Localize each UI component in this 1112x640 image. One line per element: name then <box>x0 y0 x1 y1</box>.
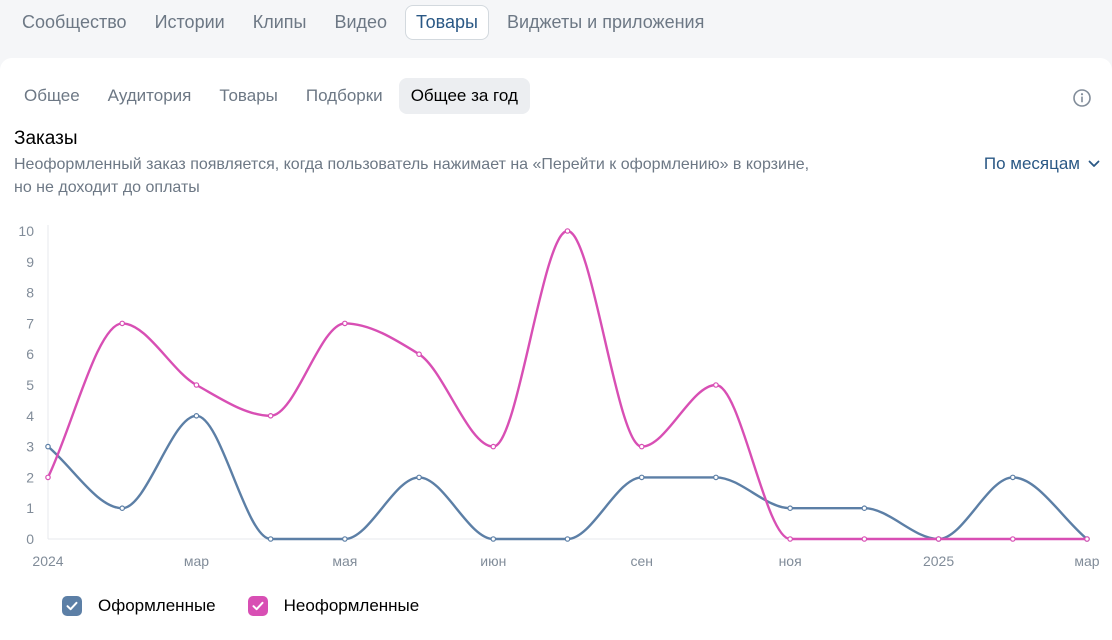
tab-goods[interactable]: Товары <box>405 4 489 40</box>
series-incomplete <box>45 228 1090 542</box>
x-tick-label: сен <box>630 553 653 569</box>
y-tick-label: 2 <box>26 469 34 485</box>
data-point[interactable] <box>713 382 719 388</box>
y-tick-label: 7 <box>26 315 34 331</box>
tab-community[interactable]: Сообщество <box>22 11 127 32</box>
data-point[interactable] <box>45 443 51 450</box>
data-point[interactable] <box>787 505 793 512</box>
tab-video[interactable]: Видео <box>334 11 388 32</box>
subtab-goods[interactable]: Товары <box>219 86 278 105</box>
subtab-collections[interactable]: Подборки <box>305 86 383 105</box>
period-label: По месяцам <box>983 154 1080 173</box>
x-tick-label: 2024 <box>32 553 63 569</box>
period-dropdown[interactable]: По месяцам <box>984 154 1100 174</box>
orders-chart: 0 1 2 3 4 5 6 7 8 9 10 2024 мар мая июн сен ноя 2025 мар <box>18 223 1100 569</box>
tab-clips[interactable]: Клипы <box>252 11 307 32</box>
data-point[interactable] <box>45 474 51 481</box>
chart-legend: Оформленные Неоформленные <box>62 596 451 616</box>
section-title: Заказы <box>14 128 78 149</box>
tab-widgets-apps[interactable]: Виджеты и приложения <box>506 11 705 32</box>
data-point[interactable] <box>638 443 645 450</box>
y-tick-label: 1 <box>26 500 34 516</box>
data-point[interactable] <box>416 474 422 481</box>
legend-item-completed[interactable]: Оформленные <box>62 596 216 616</box>
data-point[interactable] <box>267 413 274 419</box>
check-icon[interactable] <box>247 596 268 616</box>
x-tick-label: ноя <box>779 553 802 569</box>
check-icon[interactable] <box>62 596 82 616</box>
y-tick-label: 5 <box>26 377 34 393</box>
data-point[interactable] <box>935 536 942 542</box>
data-point[interactable] <box>416 351 422 358</box>
data-point[interactable] <box>564 536 571 542</box>
series-line <box>46 229 1089 541</box>
info-icon[interactable] <box>1072 88 1092 108</box>
tab-stories[interactable]: Истории <box>154 11 225 32</box>
top-navigation: Сообщество Истории Клипы Видео Товары Ви… <box>0 0 1112 44</box>
legend-label-incomplete: Неоформленные <box>283 596 420 615</box>
y-tick-label: 9 <box>26 254 34 270</box>
description-line-2: но не доходит до оплаты <box>14 179 200 196</box>
section-description: Неоформленный заказ появляется, когда по… <box>14 153 914 199</box>
data-point[interactable] <box>861 505 868 512</box>
y-tick-label: 6 <box>26 346 34 362</box>
x-tick-label: мая <box>332 553 357 569</box>
y-tick-label: 4 <box>26 408 34 424</box>
data-point[interactable] <box>193 382 200 388</box>
data-point[interactable] <box>1009 474 1016 481</box>
subtab-general-year[interactable]: Общее за год <box>398 78 530 114</box>
x-tick-label: 2025 <box>923 553 954 569</box>
subtab-audience[interactable]: Аудитория <box>107 86 192 105</box>
chevron-down-icon <box>1088 160 1100 167</box>
stats-card: Общее Аудитория Товары Подборки Общее за… <box>0 58 1112 640</box>
y-tick-label: 3 <box>26 439 34 455</box>
description-line-1: Неоформленный заказ появляется, когда по… <box>14 156 810 173</box>
subtab-general[interactable]: Общее <box>24 86 80 105</box>
data-point[interactable] <box>267 536 274 542</box>
data-point[interactable] <box>1009 536 1016 542</box>
data-point[interactable] <box>119 320 126 327</box>
x-tick-label: июн <box>480 553 506 569</box>
data-point[interactable] <box>193 413 200 419</box>
data-point[interactable] <box>119 505 126 512</box>
data-point[interactable] <box>638 474 645 481</box>
y-axis: 0 1 2 3 4 5 6 7 8 9 10 <box>18 223 49 547</box>
legend-label-completed: Оформленные <box>98 596 216 615</box>
data-point[interactable] <box>564 228 571 234</box>
series-completed <box>45 413 1090 542</box>
data-point[interactable] <box>490 536 497 542</box>
data-point[interactable] <box>713 474 719 481</box>
series-layer <box>45 228 1090 542</box>
y-tick-label: 8 <box>26 285 34 301</box>
data-point[interactable] <box>1084 536 1090 542</box>
sub-navigation: Общее Аудитория Товары Подборки Общее за… <box>12 78 534 114</box>
y-tick-label: 0 <box>26 531 34 547</box>
data-point[interactable] <box>342 320 348 327</box>
data-point[interactable] <box>342 536 348 542</box>
legend-item-incomplete[interactable]: Неоформленные <box>247 596 420 616</box>
y-tick-label: 10 <box>18 223 34 239</box>
x-tick-label: мар <box>184 553 209 569</box>
series-line <box>46 414 1089 541</box>
data-point[interactable] <box>861 536 868 542</box>
x-tick-label: мар <box>1074 553 1099 569</box>
x-axis: 2024 мар мая июн сен ноя 2025 мар <box>32 538 1100 569</box>
data-point[interactable] <box>787 536 793 542</box>
data-point[interactable] <box>490 443 497 450</box>
